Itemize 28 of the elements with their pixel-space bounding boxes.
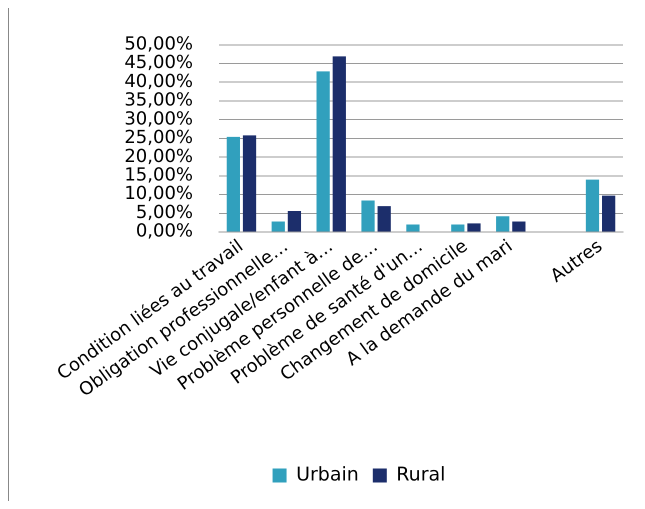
y-tick-label: 5,00% xyxy=(136,202,193,223)
bar xyxy=(242,135,256,232)
y-tick-label: 50,00% xyxy=(124,33,193,54)
bar xyxy=(602,196,616,232)
bar xyxy=(451,224,464,232)
bar xyxy=(496,216,510,232)
y-tick-label: 10,00% xyxy=(124,183,193,204)
bar xyxy=(406,224,420,232)
bar xyxy=(378,206,391,232)
y-tick-label: 30,00% xyxy=(124,108,193,130)
bar xyxy=(288,211,302,232)
y-tick-label: 45,00% xyxy=(124,52,193,74)
bar xyxy=(272,222,285,232)
y-tick-label: 20,00% xyxy=(124,146,193,167)
bar xyxy=(512,222,526,232)
bar xyxy=(316,71,330,232)
y-tick-label: 35,00% xyxy=(124,90,193,111)
bar xyxy=(361,200,375,232)
y-tick-label: 15,00% xyxy=(124,164,193,186)
y-tick-label: 25,00% xyxy=(124,127,193,148)
bar xyxy=(332,56,346,232)
y-tick-label: 0,00% xyxy=(136,220,193,242)
bar xyxy=(586,180,600,232)
legend-label: Rural xyxy=(396,463,446,486)
bar xyxy=(226,136,240,232)
legend-label: Urbain xyxy=(296,463,359,486)
y-tick-label: 40,00% xyxy=(124,70,193,92)
bar xyxy=(467,223,481,232)
